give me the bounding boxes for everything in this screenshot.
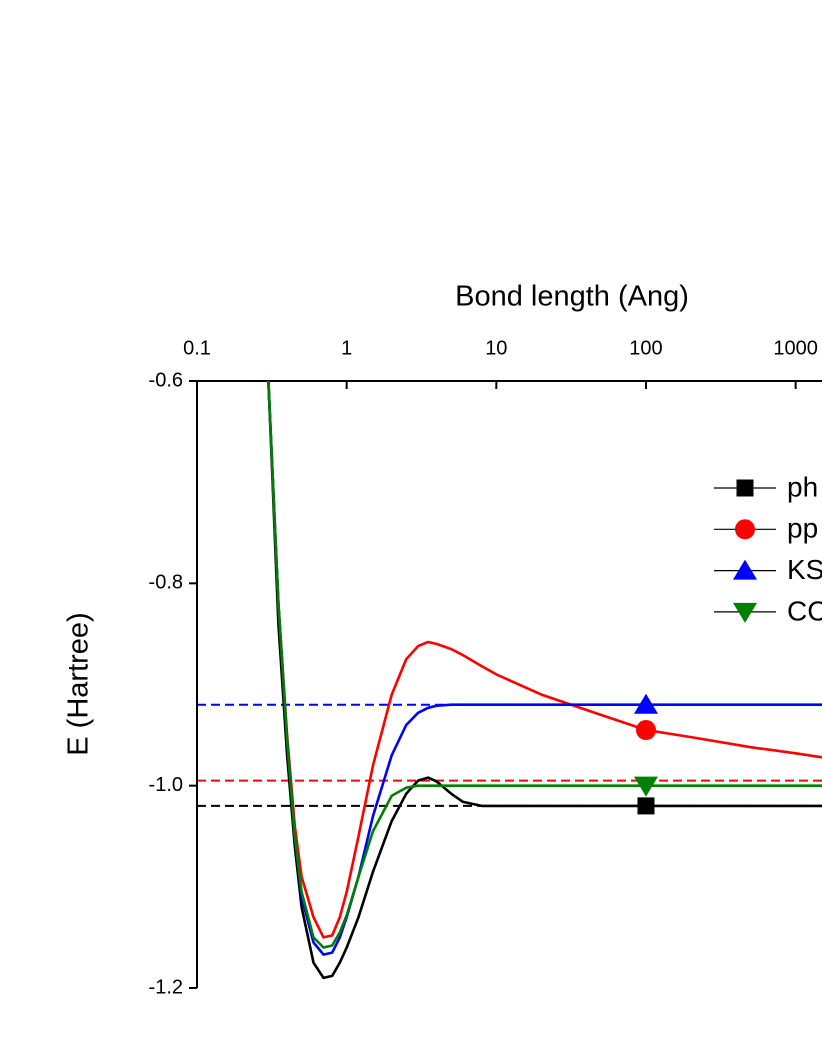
x-tick-label: 1 [341,337,352,359]
y-tick-label: -0.6 [149,369,183,391]
marker [633,693,658,714]
x-axis-title: Bond length (Ang) [455,281,689,313]
series-line [267,380,822,949]
legend-marker [733,559,757,580]
legend-label: KS [787,554,822,585]
y-axis-title: E (Hartree) [63,612,95,755]
x-tick-label: 10 [485,337,507,359]
legend-label: ph [787,471,818,502]
legend-marker [736,479,754,497]
x-tick-label: 0.1 [183,337,211,359]
series-line [267,380,822,939]
legend-marker [733,602,757,623]
marker [635,720,656,741]
x-tick-label: 100 [629,337,662,359]
y-tick-label: -1.0 [149,774,183,796]
x-tick-label: 1000 [773,337,818,359]
marker [637,797,655,815]
legend-label: pp [787,513,818,544]
series-line [267,380,822,980]
marker [633,776,658,797]
y-tick-label: -0.8 [149,572,183,594]
legend-marker [735,519,755,540]
y-tick-label: -1.2 [149,976,183,998]
legend-label: CC [787,595,822,626]
